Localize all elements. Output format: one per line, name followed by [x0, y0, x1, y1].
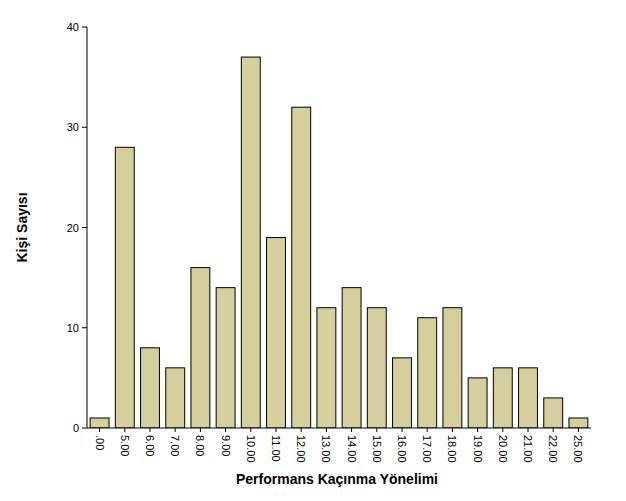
y-tick-label: 10 [67, 322, 79, 334]
y-axis-title: Kişi Sayısı [14, 192, 30, 262]
bar [544, 398, 563, 428]
x-tick-label: 25.00 [572, 435, 584, 463]
x-tick [351, 428, 352, 432]
x-tick-label: 11.00 [270, 435, 282, 462]
x-tick [402, 428, 403, 432]
bar [216, 288, 235, 428]
x-tick [150, 428, 151, 432]
chart-container: 0 10 20 30 40 .00 5.00 6.00 7.00 8.00 9.00 10.00 11.… [0, 0, 626, 501]
y-tick [82, 227, 87, 228]
x-tick [477, 428, 478, 432]
x-tick [200, 428, 201, 432]
x-tick-label: 13.00 [320, 435, 332, 463]
chart-svg: 0 10 20 30 40 .00 5.00 6.00 7.00 8.00 9.00 10.00 11.… [0, 0, 626, 501]
bar [569, 418, 588, 428]
y-tick-label: 30 [67, 121, 79, 133]
x-tick [553, 428, 554, 432]
x-tick-label: 22.00 [547, 435, 559, 463]
bar [241, 57, 260, 428]
x-tick-label: 21.00 [522, 435, 534, 463]
x-tick-label: 14.00 [346, 435, 358, 463]
y-tick [82, 428, 87, 429]
bar [493, 368, 512, 428]
x-tick [225, 428, 226, 432]
bar [115, 147, 134, 428]
x-tick-label: 17.00 [421, 435, 433, 463]
x-axis-line [87, 428, 591, 429]
x-tick [427, 428, 428, 432]
bar [166, 368, 185, 428]
x-tick [250, 428, 251, 432]
x-tick-label: 7.00 [169, 435, 181, 456]
x-tick-label: .00 [94, 435, 106, 450]
x-tick-label: 8.00 [194, 435, 206, 456]
y-tick [82, 127, 87, 128]
x-tick-label: 15.00 [371, 435, 383, 463]
bar [468, 378, 487, 428]
x-tick [326, 428, 327, 432]
bar [342, 288, 361, 428]
bar [393, 358, 412, 428]
x-tick-label: 18.00 [446, 435, 458, 463]
x-tick [376, 428, 377, 432]
bar [141, 348, 160, 428]
x-tick-label: 5.00 [119, 435, 131, 456]
x-tick [528, 428, 529, 432]
x-tick-label: 16.00 [396, 435, 408, 463]
bar [519, 368, 538, 428]
bar [367, 308, 386, 428]
x-tick-label: 9.00 [220, 435, 232, 456]
x-tick [502, 428, 503, 432]
x-tick [452, 428, 453, 432]
x-tick [276, 428, 277, 432]
x-tick-label: 20.00 [497, 435, 509, 463]
x-tick [578, 428, 579, 432]
y-tick-label: 20 [67, 222, 79, 234]
y-tick [82, 27, 87, 28]
y-tick-label: 40 [67, 21, 79, 33]
x-tick-label: 10.00 [245, 435, 257, 463]
bar [443, 308, 462, 428]
bar [418, 318, 437, 428]
bar [191, 268, 210, 428]
bar [90, 418, 109, 428]
x-tick [301, 428, 302, 432]
bar [317, 308, 336, 428]
x-tick-label: 19.00 [472, 435, 484, 463]
background [0, 0, 626, 501]
x-tick [99, 428, 100, 432]
y-tick [82, 327, 87, 328]
x-tick [124, 428, 125, 432]
bar [267, 238, 286, 428]
x-axis-title: Performans Kaçınma Yönelimi [236, 471, 438, 487]
x-tick-label: 12.00 [295, 435, 307, 463]
x-tick-label: 6.00 [144, 435, 156, 456]
x-tick [175, 428, 176, 432]
y-tick-label: 0 [73, 422, 79, 434]
bar [292, 107, 311, 428]
bars [90, 57, 588, 428]
